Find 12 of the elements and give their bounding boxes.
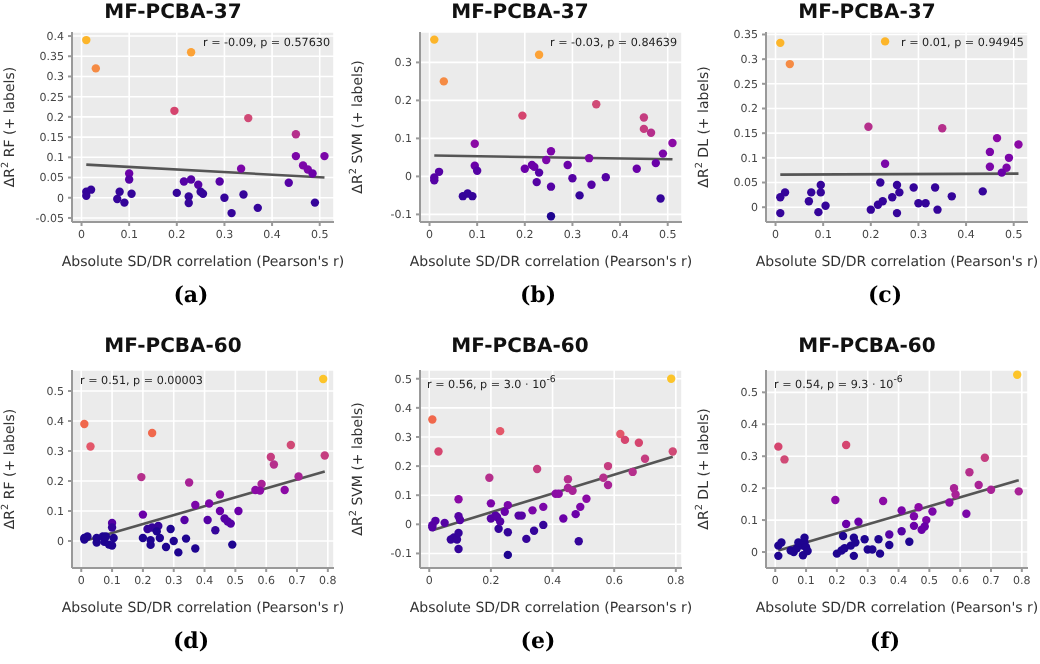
text: (f) <box>867 628 903 654</box>
chart-title: MF-PCBA-60 <box>102 334 244 362</box>
text: (a) <box>171 282 211 308</box>
chart-title: MF-PCBA-60 <box>449 334 591 362</box>
text: (c) <box>865 282 905 308</box>
text: (e) <box>518 628 558 654</box>
chart-title: MF-PCBA-37 <box>449 0 591 26</box>
chart-title: MF-PCBA-60 <box>796 334 938 362</box>
chart-title: MF-PCBA-37 <box>796 0 938 26</box>
chart-title: MF-PCBA-37 <box>102 0 244 26</box>
text: (b) <box>517 282 559 308</box>
text: (d) <box>170 628 212 654</box>
